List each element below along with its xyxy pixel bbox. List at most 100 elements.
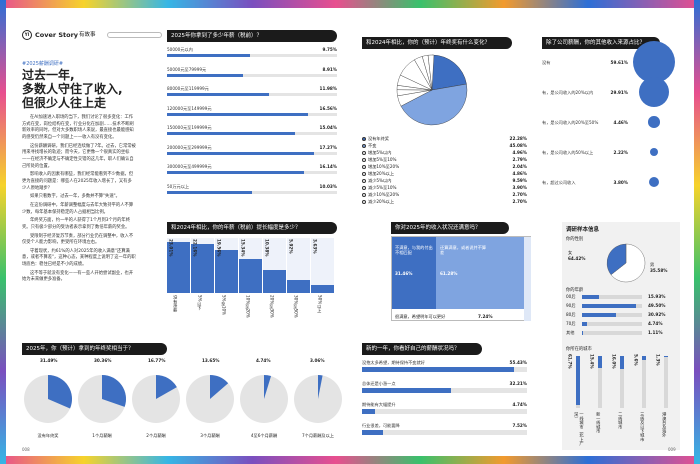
raise-col-label: 10%至20%: [245, 295, 251, 318]
age-label: 70后: [566, 321, 576, 326]
side-income-bubble: [638, 76, 670, 108]
newyear-row-value: 32.21%: [509, 381, 527, 386]
salary-bar: [167, 132, 295, 135]
bottom-color-stripe: [0, 456, 700, 464]
age-value: 15.93%: [648, 294, 666, 299]
city-value: 1.3%: [655, 354, 661, 366]
change-legend-value: 4.96%: [512, 150, 527, 155]
salary-row-label: 50000元以内: [167, 47, 193, 52]
article-paragraph: 影响收入的因素有哪些，我们经常能看到不少数据，但更为直接的问题是：哪些人在202…: [22, 172, 134, 191]
bonus-pie-label: 7个月薪酬及以上: [302, 433, 334, 438]
change-legend-row: 增加20%以上: [362, 171, 527, 177]
change-legend-row: 减少20%以上: [362, 199, 527, 205]
change-legend-label: 没有年终奖: [368, 136, 389, 141]
salary-bar: [167, 73, 243, 77]
newyear-bar-track: [362, 367, 527, 372]
age-bar-track: [582, 295, 642, 299]
headline: 过去一年, 多数人守住了收入, 但很少人往上走: [22, 68, 140, 110]
legend-swatch-icon: [362, 200, 366, 204]
newyear-bar-track: [362, 430, 527, 435]
article-paragraph: 受限制于经济复苏节奏，部分行业仍在调整中，收入不仅受个人能力影响，更受所在环境左…: [22, 233, 134, 246]
city-label: 二线城市: [618, 412, 624, 429]
gender-label-female: 女: [568, 250, 573, 255]
bonus-chart-title: 2025年，你（预计）拿到的年终奖相当于？: [22, 343, 167, 355]
age-bar-track: [582, 313, 642, 317]
expect-block-unsatisfied: [392, 237, 436, 309]
gender-svg: [606, 243, 646, 283]
section-name: 有故事: [79, 32, 96, 38]
salary-bar-track: [167, 132, 337, 135]
bonus-pie-slice: [318, 375, 323, 399]
change-legend-label: 减少10%至20%: [368, 192, 400, 197]
article-paragraph: 如果只看数字，过去一年，多数并不算"失速"。: [30, 194, 120, 200]
bonus-pie-label: 3个月薪酬: [200, 433, 220, 438]
change-legend-value: 45.08%: [509, 143, 527, 148]
side-income-value: 29.91%: [610, 90, 628, 95]
city-bar-track: [642, 356, 646, 408]
change-legend-value: 3.90%: [512, 185, 527, 190]
side-income-chart: 没有 59.61% 有，是公司收入的20%以内 29.91% 有，是公司收入的20%至5…: [542, 40, 682, 202]
legend-swatch-icon: [362, 172, 366, 176]
salary-row-value: 8.91%: [322, 66, 337, 72]
change-legend-label: 增加5%以内: [368, 150, 392, 155]
newyear-bar: [362, 409, 376, 414]
article-paragraph: 守着现状，约61%的人对2025年的收入满意"还算满意，或者不算差"，这种心态，…: [22, 248, 136, 268]
raise-col-value: 22.16%: [192, 239, 198, 257]
city-bar: [576, 356, 580, 406]
salary-row-label: 200000元至299999元: [167, 144, 212, 150]
expect-block-very: [524, 237, 531, 321]
salary-row-value: 17.27%: [319, 144, 337, 150]
raise-col-bar: [215, 249, 238, 293]
change-chart-title: 和2024年相比，你的（预计）年终奖有什么变化？: [362, 37, 512, 49]
section-header: YI Cover Story 有故事: [22, 30, 162, 40]
left-color-stripe: [0, 0, 6, 464]
change-legend-label: 增加10%至20%: [368, 164, 400, 169]
city-label: 新一线城市: [596, 412, 602, 433]
bonus-pie-label: 2个月薪酬: [146, 433, 166, 438]
legend-swatch-icon: [362, 179, 366, 183]
change-legend-label: 不变: [368, 143, 377, 148]
raise-col-label: 5%至10%: [221, 295, 227, 316]
magazine-logo-icon: YI: [22, 30, 32, 40]
gender-value-male: 35.58%: [650, 268, 668, 273]
raise-col-label: 30%至50%: [293, 295, 299, 318]
age-bar: [582, 322, 588, 326]
salary-row-label: 50万元以上: [167, 183, 190, 189]
newyear-bar: [362, 388, 451, 393]
expect-block-ok: [436, 237, 524, 309]
salary-row-label: 120000元至149999元: [167, 105, 212, 111]
raise-col-value: 15.34%: [240, 239, 246, 257]
article-body: 在AI加速进入职场的当下，我们讨论了很多变化：工作方式在变，岗位结构在变，行业分…: [22, 115, 136, 286]
change-legend-row: 不变: [362, 143, 527, 149]
city-bar: [620, 356, 624, 369]
newyear-row-label: 期待能有大幅提升: [362, 402, 396, 407]
side-income-value: 2.22%: [613, 150, 628, 155]
city-chart: 61.7% 一线城市（北上广深） 15.4% 新一线城市 16.0% 二线城市 5.6% 三线…: [566, 354, 676, 448]
legend-swatch-icon: [362, 137, 366, 141]
city-label: 港澳台及海外: [662, 412, 668, 438]
city-value: 61.7%: [567, 354, 573, 369]
expect-left-value: 31.46%: [395, 271, 413, 276]
article-paragraph: 在这份调研中，年薪调整幅度与去年大致持平的人不算少数，每年基本保持稳定的人占据相…: [22, 202, 134, 215]
age-value: 1.11%: [648, 330, 663, 335]
expect-chart: 不满意，与我的付出不相匹配 31.46% 还算满意，或者说并不算差 61.28%…: [391, 236, 531, 321]
change-legend-label: 减少5%至10%: [368, 185, 397, 190]
side-income-label: 有，是公司收入的50%以上: [542, 150, 594, 155]
expect-bottom-value: 7.24%: [478, 314, 493, 319]
legend-swatch-icon: [362, 165, 366, 169]
change-legend-row: 增加5%至10%: [362, 157, 527, 163]
city-bar: [598, 356, 602, 369]
side-income-bubble: [648, 176, 660, 188]
city-bar-track: [620, 356, 624, 408]
change-legend-label: 减少20%以上: [368, 199, 395, 204]
bonus-pie-slice: [264, 375, 272, 399]
newyear-row-value: 55.43%: [509, 360, 527, 365]
city-bar: [642, 356, 646, 361]
age-bar-track: [582, 331, 642, 335]
salary-bar: [167, 93, 269, 96]
raise-col-bar: [191, 244, 214, 293]
side-income-value: 3.80%: [613, 180, 628, 185]
survey-info-title: 调研样本信息: [566, 227, 600, 233]
salary-bar-track: [167, 171, 337, 174]
gender-value-female: 64.42%: [568, 256, 586, 261]
